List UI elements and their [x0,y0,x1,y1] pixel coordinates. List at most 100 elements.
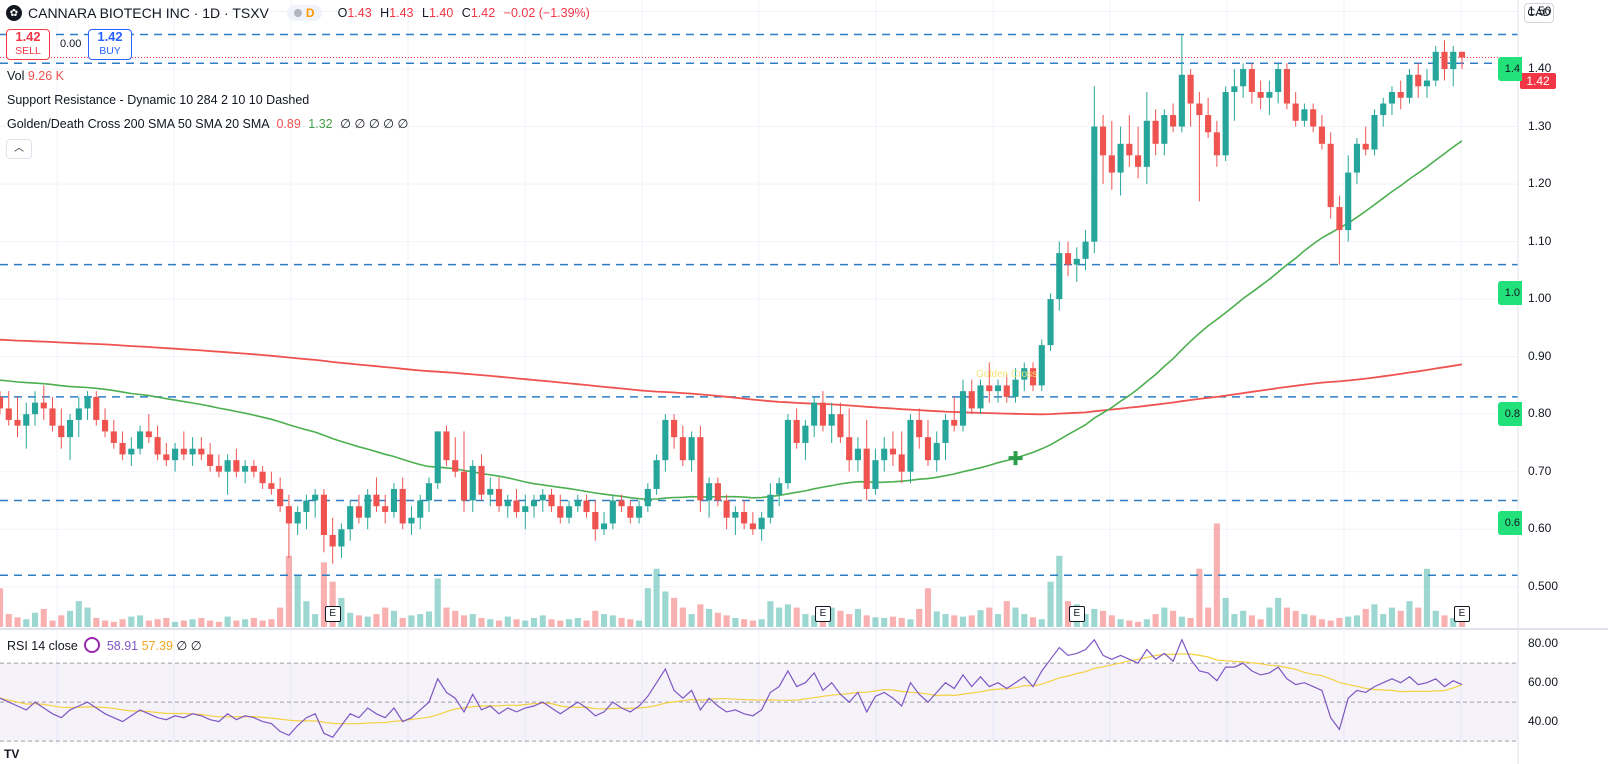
candle-body [0,396,4,409]
candle-body [189,448,196,455]
candle-body [837,414,844,438]
volume-bar [644,588,651,627]
volume-bar [1187,617,1194,627]
volume-bar [469,614,476,627]
golden-death-cross-legend[interactable]: Golden/Death Cross 200 SMA 50 SMA 20 SMA… [7,116,408,131]
rsi-legend[interactable]: RSI 14 close 58.91 57.39 ∅ ∅ [7,637,202,653]
sr-level-tag: 0.8 [1498,402,1522,427]
buy-button[interactable]: 1.42 BUY [88,29,132,60]
market-status-pill[interactable]: D [286,5,322,21]
status-dot-icon [293,9,302,17]
candle-body [495,488,503,507]
volume-bar [1458,619,1466,627]
currency-button[interactable]: CAD [1524,3,1554,23]
earnings-marker[interactable]: E [814,606,831,622]
rsi-band [0,662,1518,742]
candle-body [784,419,791,484]
candle-body [1029,368,1037,386]
candle-body [1292,103,1299,121]
candle-body [1021,368,1028,380]
earnings-marker[interactable]: E [1454,606,1470,622]
candle-body [1231,86,1238,93]
volume-bar [443,607,450,627]
volume-bar [1082,614,1089,627]
sell-price: 1.42 [15,29,41,44]
last-price-tag: 1.42 [1520,73,1556,89]
sell-button[interactable]: 1.42 SELL [6,29,50,60]
candle-body [924,437,932,461]
volume-bar [609,615,616,627]
candle-body [101,419,109,432]
price-tick-label: 1.10 [1528,233,1552,248]
candle-body [986,385,993,392]
sr-level-tag: 1.0 [1498,281,1522,306]
candle-body [5,408,12,420]
volume-bar [1143,619,1150,627]
candle-body [1275,69,1282,93]
candle-body [793,419,800,443]
volume-bar [565,619,573,627]
volume-bar [1205,607,1212,627]
volume-bar [1371,604,1378,627]
volume-bar [924,588,932,627]
volume-bar [1091,608,1098,627]
candle-body [741,511,748,524]
candle-body [513,500,520,512]
rsi-lines [0,638,1463,738]
price-tick-label: 0.60 [1528,521,1552,536]
volume-bar [959,616,967,627]
candle-body [31,402,39,415]
volume-bar [487,619,494,627]
candle-body [425,483,433,501]
volume-bar [93,617,100,627]
volume-bar [968,615,975,627]
volume-bar [338,597,345,627]
volume-bar [303,601,310,627]
candle-body [1266,92,1273,98]
tradingview-logo[interactable]: TV [4,747,20,761]
volume-bar [854,608,862,627]
candle-body [1240,69,1247,87]
volume-bar [1178,616,1185,627]
candle-body [1196,103,1203,116]
volume-bar [189,619,196,627]
candle-body [49,408,56,426]
candle-body [1135,155,1142,167]
volume-bar [1231,614,1238,627]
volume-bar [557,620,564,627]
volume-bar [530,617,538,627]
volume-bar [1345,616,1352,627]
candle-body [749,523,756,530]
price-tick-label: 1.50 [1528,3,1552,18]
volume-bar [1353,615,1361,627]
candle-body [110,431,117,443]
volume-bar [14,617,21,627]
candle-body [933,442,940,461]
volume-legend[interactable]: Vol 9.26 K [7,69,64,83]
volume-bar [233,620,240,627]
volume-bar [706,608,713,627]
volume-bar [452,610,459,627]
candle-body [522,506,529,512]
candle-body [390,488,398,512]
candle-body [1406,74,1413,98]
earnings-marker[interactable]: E [1068,606,1085,622]
volume-bar [1292,610,1299,627]
candle-body [163,454,170,461]
candle-body [417,500,424,518]
support-resistance-legend[interactable]: Support Resistance - Dynamic 10 284 2 10… [7,93,310,107]
symbol-title[interactable]: CANNARA BIOTECH INC · 1D · TSXV [28,5,269,21]
candle-body [1310,109,1317,127]
volume-bar [986,607,993,627]
earnings-marker[interactable]: E [324,606,341,622]
candle-body [977,385,984,409]
candle-body [636,506,643,518]
volume-bar [662,591,669,627]
candle-body [154,437,161,455]
collapse-legend-button[interactable]: ︿ [6,139,32,159]
candle-body [1458,51,1466,58]
candle-body [1091,126,1098,242]
candle-body [207,454,214,466]
volume-bar [600,614,608,627]
